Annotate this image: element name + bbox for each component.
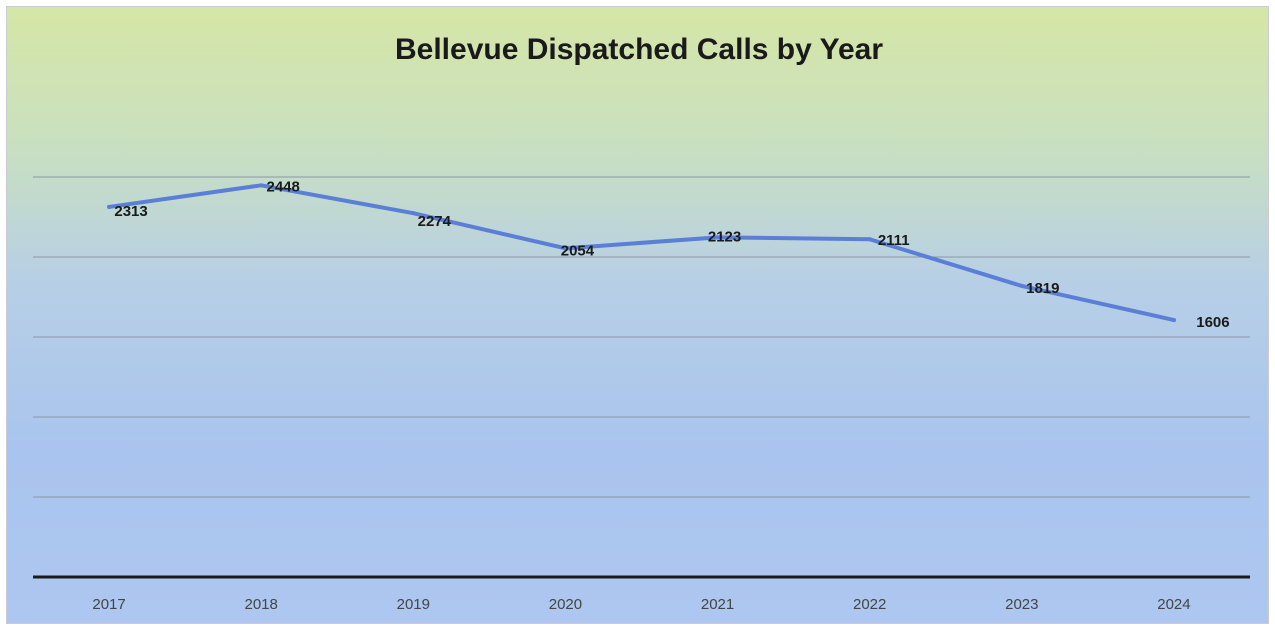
data-point: [715, 235, 720, 240]
chart-title: Bellevue Dispatched Calls by Year: [395, 33, 883, 66]
data-label: 2274: [418, 213, 452, 230]
data-label: 2448: [267, 178, 300, 195]
data-label: 2054: [561, 242, 595, 259]
data-point: [563, 246, 568, 251]
chart-frame: Bellevue Dispatched Calls by Year 2017 20…: [6, 6, 1269, 624]
data-label: 1819: [1026, 280, 1059, 297]
x-axis: 2017 2018 2019 2020 2021 2022 2023 2024: [33, 575, 1250, 613]
data-label: 1606: [1196, 314, 1229, 331]
series-line-group: [107, 183, 1176, 323]
x-tick-label: 2020: [549, 596, 582, 613]
x-tick-label: 2017: [92, 596, 125, 613]
gridlines: [33, 176, 1250, 498]
data-point: [411, 211, 416, 216]
x-tick-label: 2022: [853, 596, 886, 613]
data-labels: 2313 2448 2274 2054 2123 2111 1819 1606: [114, 178, 1229, 331]
data-point: [867, 237, 872, 242]
data-label: 2123: [708, 228, 741, 245]
data-point: [1019, 283, 1024, 288]
data-point: [259, 183, 264, 188]
x-tick-label: 2024: [1157, 596, 1190, 613]
data-label: 2313: [114, 203, 147, 220]
x-tick-label: 2018: [245, 596, 278, 613]
x-tick-label: 2021: [701, 596, 734, 613]
data-label: 2111: [878, 232, 910, 249]
data-point: [107, 204, 112, 209]
data-point: [1171, 318, 1176, 323]
series-line: [107, 183, 1176, 323]
x-tick-label: 2019: [397, 596, 430, 613]
x-tick-label: 2023: [1005, 596, 1038, 613]
line-chart: Bellevue Dispatched Calls by Year 2017 20…: [33, 33, 1250, 613]
